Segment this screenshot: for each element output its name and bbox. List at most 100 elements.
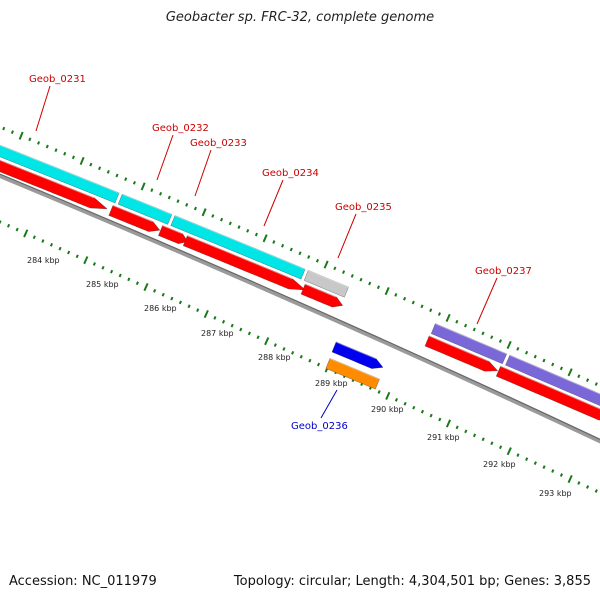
feature-purple-2-fill [505,354,600,406]
leader-geob_0235 [337,213,357,259]
lower-tick [153,288,157,293]
upper-tick [185,202,189,207]
lower-tick [92,262,96,266]
upper-tick [298,251,302,256]
lower-tick [533,461,537,465]
feature-gray-highlight [308,269,349,288]
gene-labels: Geob_0231 Geob_0232 Geob_0233 Geob_0234 Geob… [29,74,532,432]
cds-0235 [300,283,343,308]
cds-0232 [108,204,161,232]
cds-0235-fill [300,283,343,308]
lower-tick [15,227,19,232]
lower-tick [490,441,494,446]
cds-0231 [0,159,108,210]
cds-0232-fill [108,205,161,232]
upper-tick [455,319,459,324]
feature-purple-2 [505,354,600,406]
lower-tick [412,405,416,410]
upper-tick [262,234,268,243]
lower-tick [577,481,581,485]
lower-tick [567,474,573,484]
label-leaders [35,85,498,419]
lower-tick [0,220,2,224]
upper-tick [237,225,241,229]
upper-tick [167,195,171,200]
upper-tick [140,182,146,191]
feature-orange [325,357,380,390]
lower-tick [594,489,598,493]
upper-tick [201,208,207,217]
upper-tick [323,260,329,269]
feature-cyan-2-fill [117,193,173,225]
upper-tick [533,354,537,359]
feature-cyan-3-highlight [174,214,306,270]
cds-0234 [183,234,306,291]
leader-geob_0236 [320,389,338,419]
genome-backbone [0,173,600,444]
lower-tick [273,343,277,347]
cds-0236-highlight [335,341,377,360]
cds-0233 [158,224,189,244]
lower-tick [41,239,45,243]
feature-cyan-1-fill [0,144,120,204]
upper-tick [193,206,197,211]
lower-tick [101,265,105,270]
upper-tick [577,374,581,379]
upper-tick [481,331,485,336]
upper-tick [516,346,520,351]
scale-label: 285 kbp [86,280,119,289]
lower-tick [178,300,183,305]
backbone-line [0,173,600,444]
lower-tick [75,254,79,259]
lower-tick [196,308,200,313]
upper-tick [333,266,337,271]
lower-tick [230,323,234,328]
cds-0233-fill [158,225,189,244]
upper-tick [124,177,128,182]
upper-tick [315,258,319,263]
upper-tick [18,131,24,140]
upper-tick [594,382,598,386]
upper-tick [220,217,224,222]
scale-label: 291 kbp [427,433,460,442]
upper-tick-track [2,126,598,386]
lower-tick [118,273,122,278]
summary-text: Topology: circular; Length: 4,304,501 bp… [233,574,591,589]
lower-tick [542,465,546,469]
lower-tick [135,281,139,286]
lower-tick [445,419,452,428]
leader-geob_0234 [263,179,284,227]
upper-tick [45,144,49,149]
upper-tick [525,350,529,355]
upper-tick [63,151,67,156]
lower-tick [464,429,468,434]
leader-geob_0237 [476,277,498,325]
upper-tick [89,162,93,167]
lower-tick [239,327,243,332]
upper-tick [2,126,6,131]
lower-tick [385,391,391,400]
cds-0231-highlight [0,159,95,199]
accession-text: Accession: NC_011979 [9,574,157,589]
upper-tick [567,368,573,377]
feature-purple-1-fill [431,323,507,364]
upper-tick [246,228,250,233]
leader-geob_0233 [194,149,212,197]
cds-0237a [424,335,499,372]
lower-tick [481,437,485,442]
lower-tick [377,390,381,394]
cds-0232-highlight [112,204,154,223]
upper-tick [464,323,468,328]
upper-tick [368,281,372,286]
upper-tick [342,270,346,274]
lower-tick [83,256,89,265]
upper-tick [420,304,424,309]
cds-0231-fill [0,159,108,210]
lower-tick [213,316,217,320]
leader-geob_0231 [35,85,51,132]
lower-tick [67,250,71,255]
lower-tick [264,337,270,346]
gene-label-geob_0236: Geob_0236 [291,421,348,432]
scale-labels: 284 kbp 285 kbp 286 kbp 287 kbp 288 kbp 289 k… [27,256,572,498]
lower-tick [187,304,191,309]
